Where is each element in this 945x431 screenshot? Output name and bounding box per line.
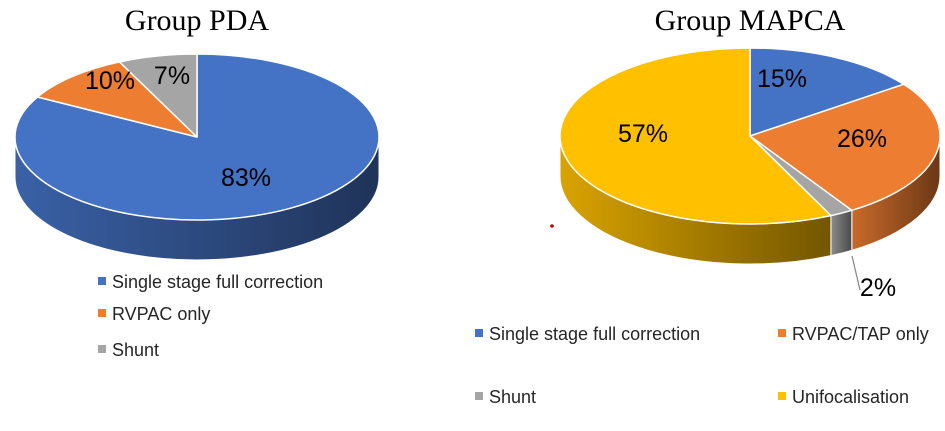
data-label-rvpac-tap-only: 26% bbox=[837, 125, 887, 153]
legend-label-unifocalisation: Unifocalisation bbox=[792, 387, 909, 407]
legend-label-single-stage-full-correction: Single stage full correction bbox=[112, 272, 323, 292]
data-label-unifocalisation: 57% bbox=[618, 120, 668, 148]
data-label-rvpac-only: 10% bbox=[85, 67, 135, 95]
pie-side-shunt bbox=[830, 209, 853, 257]
legend-label-rvpac-tap-only: RVPAC/TAP only bbox=[792, 324, 929, 344]
pie-chart-pda: 83% 10% 7% Group PDA Single stage full corre… bbox=[14, 4, 380, 360]
chart-title: Group PDA bbox=[125, 4, 270, 37]
legend-label-single-stage-full-correction: Single stage full correction bbox=[489, 324, 700, 344]
legend-swatch-shunt bbox=[475, 392, 483, 400]
data-label-single-stage-full-correction: 15% bbox=[757, 65, 807, 93]
pie-slice-single-stage-full-correction bbox=[749, 47, 905, 137]
legend-swatch-single-stage-full-correction bbox=[475, 329, 483, 337]
legend-swatch-single-stage-full-correction bbox=[98, 277, 106, 285]
pie-slice-rvpac-tap-only bbox=[749, 83, 941, 212]
chart-title: Group MAPCA bbox=[655, 4, 846, 37]
stray-dot bbox=[550, 224, 554, 228]
pie-slice-rvpac-only bbox=[36, 61, 198, 138]
leader-line bbox=[851, 255, 861, 291]
pie-slice-shunt bbox=[118, 53, 198, 138]
data-label-shunt: 2% bbox=[860, 274, 896, 302]
pie-chart-mapca: 15% 26% 2% 57% Group MAPCA Single stage full … bbox=[475, 4, 941, 407]
legend-swatch-rvpac-only bbox=[98, 309, 106, 317]
legend-label-shunt: Shunt bbox=[112, 340, 159, 360]
legend-swatch-unifocalisation bbox=[778, 392, 786, 400]
legend-label-shunt: Shunt bbox=[489, 387, 536, 407]
pie-slice-unifocalisation bbox=[559, 47, 832, 225]
data-label-shunt: 7% bbox=[154, 62, 190, 90]
legend-swatch-rvpac-tap-only bbox=[778, 329, 786, 337]
legend-swatch-shunt bbox=[98, 345, 106, 353]
data-label-single-stage-full-correction: 83% bbox=[221, 164, 271, 192]
legend-label-rvpac-only: RVPAC only bbox=[112, 304, 210, 324]
